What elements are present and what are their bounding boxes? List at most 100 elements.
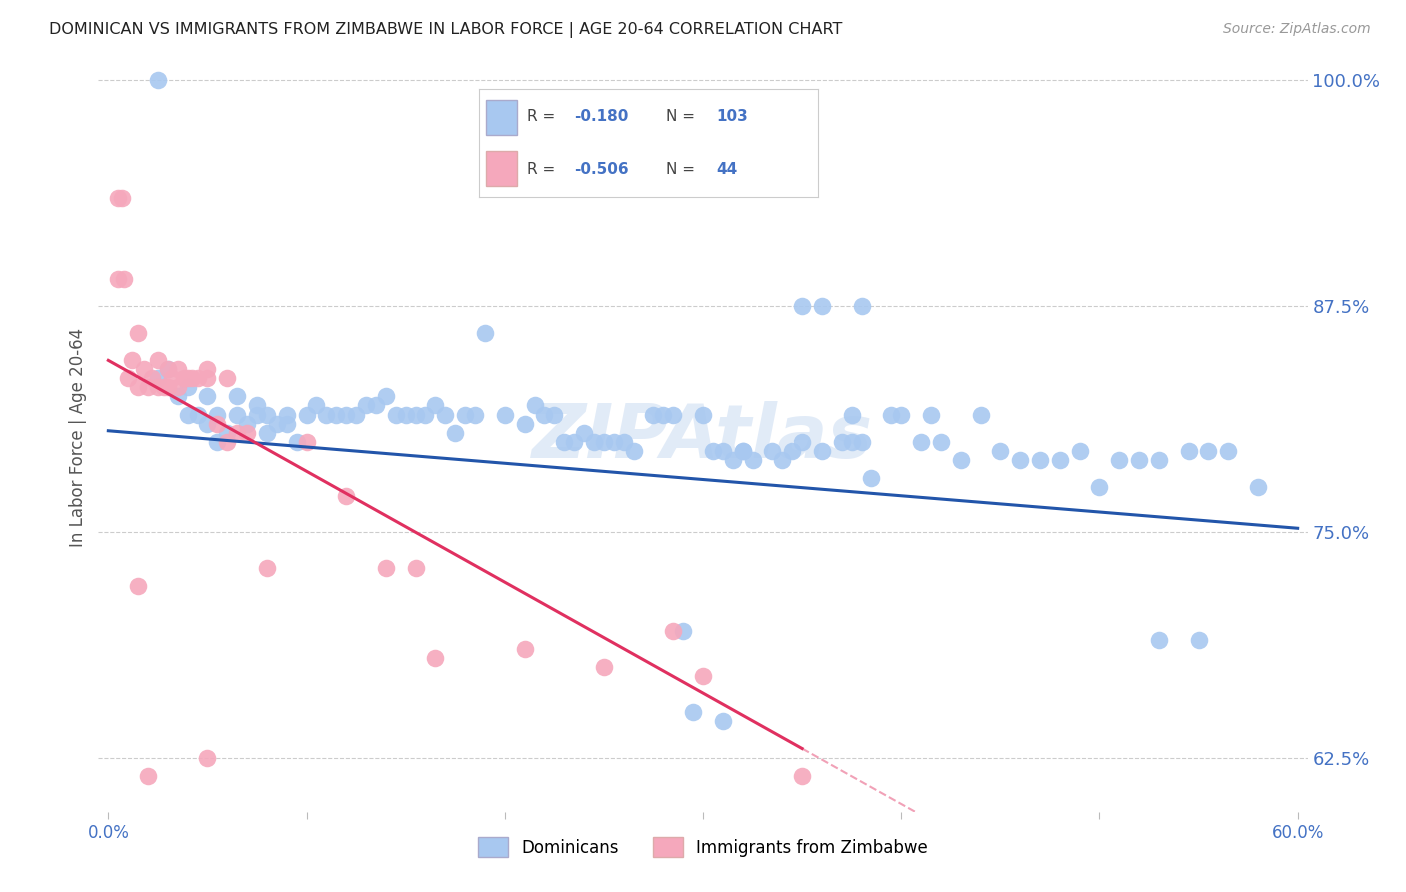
Point bbox=[464, 408, 486, 422]
Point bbox=[132, 362, 155, 376]
Point bbox=[405, 561, 427, 575]
Point bbox=[890, 408, 912, 422]
Point bbox=[811, 299, 834, 313]
Point bbox=[236, 425, 259, 440]
Point bbox=[553, 434, 575, 449]
Point bbox=[513, 417, 536, 431]
Point bbox=[121, 353, 143, 368]
Point bbox=[117, 371, 139, 385]
Point bbox=[672, 624, 695, 639]
Point bbox=[197, 389, 219, 403]
Point bbox=[831, 434, 853, 449]
Point bbox=[111, 191, 134, 205]
Point bbox=[285, 434, 308, 449]
Point bbox=[1147, 633, 1170, 648]
Point bbox=[127, 579, 149, 593]
Point bbox=[1029, 452, 1052, 467]
Point bbox=[682, 706, 704, 720]
Point bbox=[851, 299, 873, 313]
Point bbox=[652, 408, 675, 422]
Point bbox=[354, 399, 377, 413]
Point bbox=[146, 371, 169, 385]
Point bbox=[920, 408, 942, 422]
Point bbox=[315, 408, 337, 422]
Point bbox=[335, 408, 357, 422]
Point bbox=[197, 417, 219, 431]
Point bbox=[395, 408, 418, 422]
Point bbox=[136, 380, 159, 394]
Point bbox=[790, 434, 813, 449]
Point bbox=[474, 326, 496, 341]
Point bbox=[572, 425, 595, 440]
Point bbox=[721, 452, 744, 467]
Point bbox=[141, 371, 163, 385]
Point bbox=[1088, 480, 1111, 494]
Point bbox=[613, 434, 636, 449]
Point bbox=[603, 434, 626, 449]
Point bbox=[146, 380, 169, 394]
Point bbox=[344, 408, 367, 422]
Point bbox=[711, 443, 734, 458]
Point bbox=[949, 452, 972, 467]
Point bbox=[790, 299, 813, 313]
Text: Source: ZipAtlas.com: Source: ZipAtlas.com bbox=[1223, 22, 1371, 37]
Point bbox=[166, 380, 188, 394]
Point bbox=[780, 443, 803, 458]
Y-axis label: In Labor Force | Age 20-64: In Labor Force | Age 20-64 bbox=[69, 327, 87, 547]
Point bbox=[136, 769, 159, 783]
Point bbox=[156, 380, 179, 394]
Point bbox=[425, 399, 447, 413]
Point bbox=[364, 399, 387, 413]
Point bbox=[166, 362, 188, 376]
Point bbox=[186, 371, 208, 385]
Point bbox=[790, 769, 813, 783]
Point bbox=[226, 389, 249, 403]
Point bbox=[153, 380, 176, 394]
Point bbox=[770, 452, 793, 467]
Point bbox=[197, 362, 219, 376]
Point bbox=[305, 399, 328, 413]
Point bbox=[127, 380, 149, 394]
Point bbox=[593, 434, 616, 449]
Point bbox=[841, 408, 863, 422]
Point bbox=[454, 408, 477, 422]
Point bbox=[107, 191, 129, 205]
Legend: Dominicans, Immigrants from Zimbabwe: Dominicans, Immigrants from Zimbabwe bbox=[471, 830, 935, 863]
Point bbox=[988, 443, 1011, 458]
Point bbox=[335, 489, 357, 503]
Point bbox=[643, 408, 665, 422]
Point bbox=[256, 425, 278, 440]
Point bbox=[295, 408, 318, 422]
Point bbox=[256, 408, 278, 422]
Point bbox=[160, 371, 183, 385]
Point bbox=[1218, 443, 1240, 458]
Point bbox=[1187, 633, 1209, 648]
Point bbox=[197, 371, 219, 385]
Point bbox=[146, 353, 169, 368]
Point bbox=[207, 408, 229, 422]
Point bbox=[623, 443, 645, 458]
Point bbox=[543, 408, 565, 422]
Text: DOMINICAN VS IMMIGRANTS FROM ZIMBABWE IN LABOR FORCE | AGE 20-64 CORRELATION CHA: DOMINICAN VS IMMIGRANTS FROM ZIMBABWE IN… bbox=[49, 22, 842, 38]
Point bbox=[176, 408, 198, 422]
Point bbox=[662, 624, 685, 639]
Point bbox=[374, 389, 396, 403]
Point bbox=[295, 434, 318, 449]
Point bbox=[562, 434, 585, 449]
Point bbox=[1147, 452, 1170, 467]
Point bbox=[929, 434, 952, 449]
Point bbox=[811, 443, 834, 458]
Point bbox=[860, 471, 883, 485]
Point bbox=[523, 399, 546, 413]
Point bbox=[582, 434, 605, 449]
Point bbox=[444, 425, 467, 440]
Point bbox=[176, 380, 198, 394]
Point bbox=[1010, 452, 1032, 467]
Point bbox=[880, 408, 903, 422]
Point bbox=[176, 371, 198, 385]
Point bbox=[692, 408, 714, 422]
Point bbox=[217, 425, 239, 440]
Point bbox=[236, 417, 259, 431]
Point bbox=[246, 408, 269, 422]
Point bbox=[180, 371, 202, 385]
